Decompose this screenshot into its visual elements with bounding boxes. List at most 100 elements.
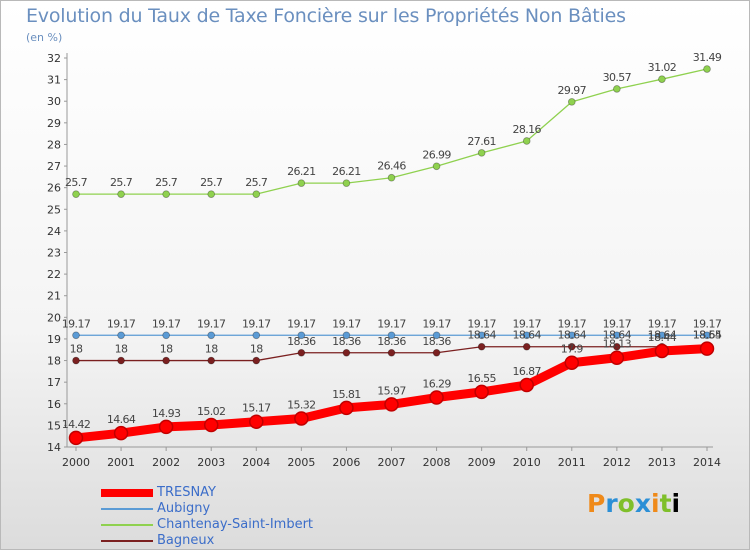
data-label-tresnay: 16.29	[422, 378, 451, 391]
y-tick-label: 30	[47, 95, 61, 108]
legend-label: Chantenay-Saint-Imbert	[157, 517, 314, 532]
x-tick-label: 2007	[378, 456, 406, 469]
data-point-tresnay	[203, 417, 219, 433]
data-label-aubigny: 19.17	[287, 317, 316, 330]
x-tick-label: 2006	[332, 456, 360, 469]
data-point-aubigny	[252, 331, 261, 340]
data-label-bagneux: 18	[160, 343, 173, 356]
data-point-bagneux	[522, 342, 531, 351]
data-label-chantenay-saint-imbert: 25.7	[110, 176, 133, 189]
data-point-aubigny	[522, 331, 531, 340]
y-tick-label: 18	[47, 355, 61, 368]
data-label-tresnay: 14.42	[62, 418, 91, 431]
data-point-aubigny	[658, 331, 666, 340]
data-point-chantenay-saint-imbert	[432, 162, 441, 171]
x-tick-label: 2004	[242, 456, 270, 469]
legend-label: TRESNAY	[157, 485, 216, 500]
data-point-chantenay-saint-imbert	[613, 85, 621, 93]
data-point-chantenay-saint-imbert	[522, 137, 531, 145]
data-label-aubigny: 19.17	[422, 317, 451, 330]
y-tick-label: 27	[47, 160, 61, 173]
data-label-bagneux: 18.64	[467, 329, 496, 342]
data-label-aubigny: 19.17	[693, 317, 722, 330]
x-tick-label: 2000	[62, 456, 90, 469]
data-label-chantenay-saint-imbert: 25.7	[200, 176, 223, 189]
data-label-aubigny: 19.17	[558, 317, 587, 330]
data-label-bagneux: 18.64	[603, 329, 632, 342]
data-point-tresnay	[519, 377, 534, 393]
data-point-aubigny	[432, 331, 441, 340]
data-point-tresnay	[158, 419, 174, 435]
data-label-aubigny: 19.17	[152, 317, 181, 330]
data-label-aubigny: 19.17	[512, 317, 541, 330]
data-point-aubigny	[162, 331, 170, 340]
data-point-aubigny	[613, 331, 621, 340]
data-label-bagneux: 18.64	[558, 329, 587, 342]
data-point-bagneux	[387, 348, 396, 357]
data-label-aubigny: 19.17	[62, 317, 91, 330]
data-label-bagneux: 18	[205, 343, 218, 356]
y-tick-label: 14	[47, 441, 61, 454]
data-point-chantenay-saint-imbert	[342, 179, 351, 187]
x-tick-label: 2013	[648, 456, 676, 469]
data-point-aubigny	[477, 331, 486, 340]
x-tick-label: 2008	[423, 456, 451, 469]
y-tick-label: 19	[47, 333, 61, 346]
data-point-aubigny	[297, 331, 306, 340]
data-label-chantenay-saint-imbert: 30.57	[603, 71, 632, 84]
data-label-tresnay: 14.64	[107, 413, 136, 426]
legend-label: Bagneux	[157, 533, 215, 548]
data-point-bagneux	[252, 356, 261, 365]
data-label-tresnay: 18.55	[693, 329, 722, 342]
x-tick-label: 2014	[693, 456, 721, 469]
data-point-tresnay	[429, 390, 444, 405]
y-tick-label: 20	[47, 311, 61, 324]
y-tick-label: 15	[47, 419, 61, 432]
data-point-tresnay	[339, 400, 354, 416]
data-point-aubigny	[567, 331, 576, 340]
data-label-tresnay: 15.32	[287, 398, 316, 411]
data-point-chantenay-saint-imbert	[567, 98, 576, 106]
data-label-tresnay: 16.87	[512, 365, 541, 378]
data-point-chantenay-saint-imbert	[162, 190, 170, 198]
data-point-tresnay	[609, 350, 625, 365]
data-point-chantenay-saint-imbert	[117, 190, 125, 198]
data-label-aubigny: 19.17	[377, 317, 406, 330]
x-tick-label: 2011	[558, 456, 586, 469]
data-label-bagneux: 18.36	[287, 335, 316, 348]
data-label-bagneux: 18	[70, 343, 83, 356]
y-tick-label: 21	[47, 290, 61, 303]
data-label-chantenay-saint-imbert: 26.21	[332, 165, 361, 178]
data-label-bagneux: 18.36	[332, 335, 361, 348]
data-label-chantenay-saint-imbert: 25.7	[155, 176, 178, 189]
data-label-tresnay: 17.9	[561, 343, 584, 356]
data-label-bagneux: 18	[250, 343, 263, 356]
data-label-tresnay: 14.93	[152, 407, 181, 420]
y-tick-label: 22	[47, 268, 61, 281]
data-label-tresnay: 15.17	[242, 402, 271, 415]
legend-swatch	[101, 540, 153, 542]
data-point-chantenay-saint-imbert	[252, 190, 261, 198]
data-label-tresnay: 18.13	[603, 338, 632, 351]
data-point-bagneux	[72, 356, 80, 365]
data-point-bagneux	[297, 348, 306, 357]
data-label-bagneux: 18.36	[422, 335, 451, 348]
data-label-chantenay-saint-imbert: 26.21	[287, 165, 316, 178]
data-label-chantenay-saint-imbert: 29.97	[558, 84, 587, 97]
data-point-tresnay	[564, 355, 580, 370]
data-point-chantenay-saint-imbert	[387, 173, 396, 182]
data-label-tresnay: 15.81	[332, 388, 361, 401]
y-tick-label: 31	[47, 74, 61, 87]
x-tick-label: 2003	[197, 456, 225, 469]
data-label-chantenay-saint-imbert: 26.46	[377, 160, 406, 173]
data-point-tresnay	[474, 384, 489, 400]
data-point-bagneux	[567, 342, 576, 351]
data-point-aubigny	[207, 331, 216, 340]
y-tick-label: 23	[47, 247, 61, 260]
data-point-aubigny	[387, 331, 396, 340]
y-tick-label: 25	[47, 203, 61, 216]
data-label-aubigny: 19.17	[332, 317, 361, 330]
y-tick-label: 17	[47, 376, 61, 389]
data-label-bagneux: 18	[115, 343, 128, 356]
